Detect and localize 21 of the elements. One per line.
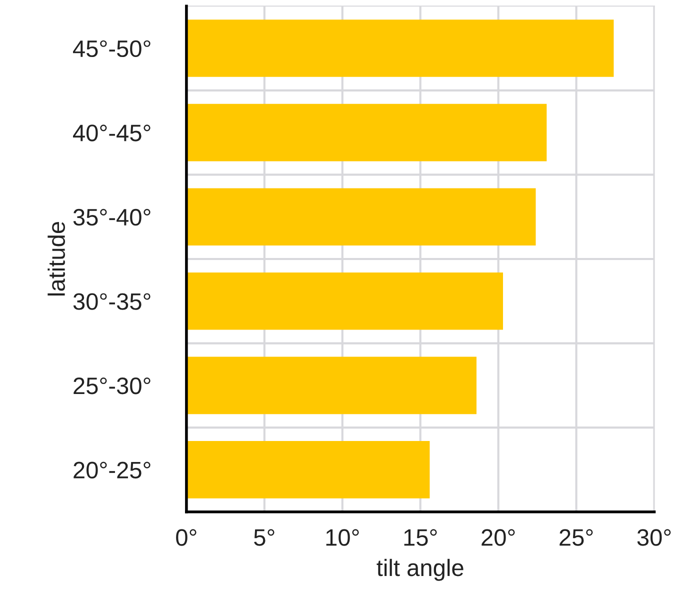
x-tick-label: 20°: [482, 529, 515, 546]
y-tick-label: 40°-45°: [73, 124, 150, 142]
x-tick-label: 25°: [560, 529, 593, 546]
bar: [186, 104, 547, 162]
y-axis-title: latitude: [48, 222, 66, 296]
x-axis-title: tilt angle: [376, 558, 464, 581]
x-tick-label: 10°: [326, 529, 359, 546]
y-tick-label: 20°-25°: [74, 462, 150, 478]
x-tick-label: 30°: [637, 529, 671, 546]
y-tick-label: 25°-30°: [74, 377, 150, 394]
bar: [186, 272, 504, 330]
bar: [186, 20, 614, 77]
bar: [186, 441, 430, 498]
x-tick-label: 5°: [254, 529, 274, 546]
x-tick-label: 0°: [176, 529, 196, 546]
bar: [186, 356, 476, 414]
y-tick-label: 35°-40°: [73, 208, 150, 226]
x-tick-label: 15°: [404, 529, 437, 546]
y-tick-label: 30°-35°: [73, 293, 150, 310]
bar: [186, 188, 536, 246]
y-tick-label: 45°-50°: [73, 40, 150, 58]
